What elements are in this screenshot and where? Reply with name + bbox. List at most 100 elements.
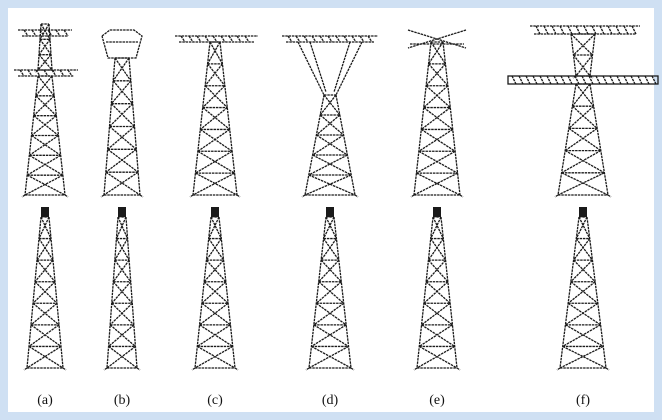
member xyxy=(616,75,622,85)
member xyxy=(308,174,356,196)
member xyxy=(30,302,58,326)
member xyxy=(623,25,629,35)
member xyxy=(304,94,325,196)
member xyxy=(559,25,565,35)
member xyxy=(23,29,29,37)
member xyxy=(199,128,233,152)
member xyxy=(110,103,135,127)
member xyxy=(432,216,444,239)
member xyxy=(37,54,52,71)
member xyxy=(425,259,447,283)
member xyxy=(189,194,194,198)
member xyxy=(191,367,196,371)
member xyxy=(557,83,577,196)
member xyxy=(203,281,229,304)
member xyxy=(543,25,549,35)
member xyxy=(23,367,28,371)
member xyxy=(39,23,50,40)
member xyxy=(125,216,138,369)
member xyxy=(605,367,610,371)
member xyxy=(112,281,133,304)
member xyxy=(416,150,456,174)
member xyxy=(644,75,650,85)
member xyxy=(26,345,62,369)
member xyxy=(572,54,591,77)
member xyxy=(196,35,202,43)
member xyxy=(192,41,211,196)
member xyxy=(589,83,609,196)
member xyxy=(588,75,594,85)
member xyxy=(28,134,59,156)
tower-head xyxy=(326,207,334,217)
member xyxy=(196,345,236,369)
member xyxy=(562,345,607,369)
member xyxy=(573,238,591,261)
member xyxy=(108,324,135,347)
panel-label: (e) xyxy=(429,393,445,408)
member xyxy=(301,194,306,198)
member xyxy=(425,63,446,87)
member xyxy=(35,95,57,117)
member xyxy=(194,216,212,369)
member xyxy=(571,83,591,107)
member xyxy=(199,107,228,130)
member xyxy=(64,194,69,198)
member xyxy=(108,345,138,369)
member xyxy=(571,105,598,129)
tower-head xyxy=(211,207,219,217)
member xyxy=(570,281,599,304)
member xyxy=(21,194,26,198)
member xyxy=(335,94,356,196)
member xyxy=(430,41,446,65)
member xyxy=(43,69,49,77)
member xyxy=(602,75,608,85)
member xyxy=(295,35,301,43)
member xyxy=(322,216,335,239)
member xyxy=(556,367,561,371)
member xyxy=(428,41,444,65)
member xyxy=(106,345,136,369)
member xyxy=(35,69,41,77)
member xyxy=(318,259,340,283)
member xyxy=(207,63,226,87)
member xyxy=(305,367,310,371)
member xyxy=(631,25,637,35)
member xyxy=(413,41,432,196)
member xyxy=(19,69,25,77)
member xyxy=(557,172,605,196)
member xyxy=(308,345,349,369)
member xyxy=(38,238,54,261)
member xyxy=(427,259,449,283)
member xyxy=(323,94,341,116)
member xyxy=(599,25,605,35)
member xyxy=(567,75,573,85)
member xyxy=(114,259,132,283)
tower-head xyxy=(118,207,126,217)
member xyxy=(31,134,62,156)
member xyxy=(559,216,580,369)
member xyxy=(319,35,325,43)
member xyxy=(311,324,347,347)
member xyxy=(236,35,242,43)
member xyxy=(112,57,130,82)
member xyxy=(180,35,186,43)
member xyxy=(27,69,33,77)
member xyxy=(112,259,130,283)
member xyxy=(33,115,59,137)
member xyxy=(202,107,231,130)
member xyxy=(105,171,141,196)
member xyxy=(32,302,60,326)
member xyxy=(40,23,51,40)
member xyxy=(315,114,341,136)
panel-label: (f) xyxy=(576,393,590,408)
member xyxy=(244,35,250,43)
member xyxy=(316,134,348,156)
member xyxy=(35,75,53,97)
member xyxy=(575,83,595,107)
member xyxy=(560,75,566,85)
member xyxy=(333,41,351,93)
member xyxy=(535,25,541,35)
member xyxy=(197,150,235,174)
member xyxy=(532,75,538,85)
